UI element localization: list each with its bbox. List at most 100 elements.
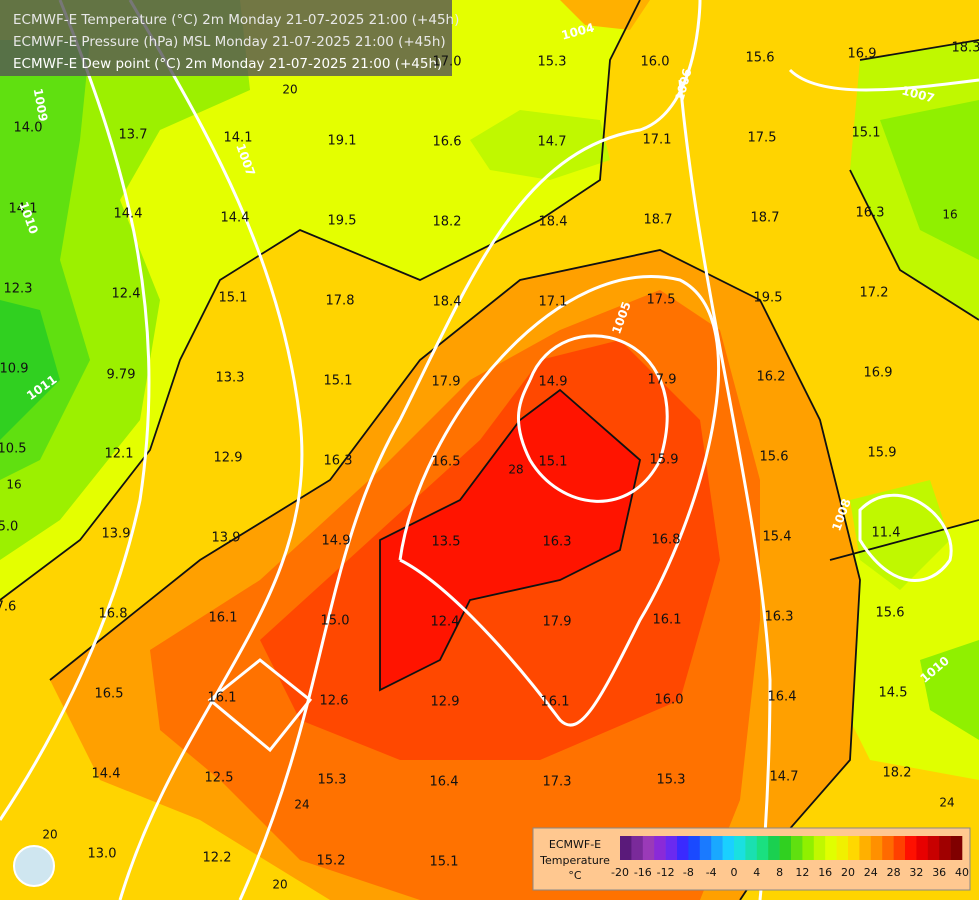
dew-point-label: 12.2: [203, 851, 232, 866]
dew-point-label: 16.3: [324, 454, 353, 469]
dew-point-label: 17.2: [860, 286, 889, 301]
header-line: ECMWF-E Pressure (hPa) MSL Monday 21-07-…: [13, 34, 446, 50]
dew-point-label: 15.9: [650, 453, 679, 468]
dew-point-label: 15.3: [657, 773, 686, 788]
dew-point-label: 17.1: [539, 295, 568, 310]
dew-point-label: 12.4: [431, 615, 460, 630]
dew-point-label: 12.9: [431, 695, 460, 710]
color-swatch: [642, 836, 655, 860]
color-swatch: [848, 836, 860, 860]
color-swatch: [699, 836, 712, 860]
color-swatch: [950, 836, 963, 860]
field: [380, 390, 640, 690]
logo: [13, 845, 55, 887]
dew-point-label: 13.9: [212, 531, 241, 546]
field: [880, 100, 979, 260]
isotherm-label: 20: [272, 878, 287, 892]
dew-point-label: 15.6: [760, 450, 789, 465]
dew-point-label: 15.3: [538, 55, 567, 70]
legend-tick-label: 24: [864, 866, 878, 879]
dew-point-label: 12.3: [4, 282, 33, 297]
legend-title: ECMWF-E: [549, 838, 601, 851]
dew-point-label: 15.6: [876, 606, 905, 621]
dew-point-label: 18.7: [751, 211, 780, 226]
color-swatch: [893, 836, 906, 860]
dew-point-label: 9.79: [107, 368, 136, 383]
dew-point-label: 18.4: [433, 295, 462, 310]
color-swatch: [677, 836, 689, 860]
dew-point-label: 18.7: [644, 213, 673, 228]
header-box: [0, 0, 452, 76]
dew-point-label: 15.9: [868, 446, 897, 461]
isotherm-label: 24: [294, 798, 309, 812]
dew-point-label: 16.5: [432, 455, 461, 470]
legend-tick-label: 4: [753, 866, 760, 879]
color-swatch: [870, 836, 883, 860]
dew-point-label: 15.3: [318, 773, 347, 788]
legend-tick-label: -12: [657, 866, 675, 879]
dew-point-label: 17.5: [748, 131, 777, 146]
dew-point-label: 7.6: [0, 600, 16, 615]
dew-point-label: 18.3: [952, 41, 979, 56]
legend-tick-label: 32: [909, 866, 923, 879]
color-swatch: [825, 836, 837, 860]
field: [0, 300, 60, 440]
dew-point-label: 14.7: [770, 770, 799, 785]
legend-unit: °C: [568, 869, 582, 882]
dew-point-label: 14.4: [221, 211, 250, 226]
color-swatch: [768, 836, 780, 860]
legend-tick-label: 16: [818, 866, 832, 879]
dew-point-label: 14.1: [9, 202, 38, 217]
legend-tick-label: -20: [611, 866, 629, 879]
dew-point-label: 17.9: [648, 373, 677, 388]
color-swatch: [756, 836, 769, 860]
legend-tick-label: -16: [634, 866, 652, 879]
color-swatch: [665, 836, 678, 860]
dew-point-label: 12.5: [205, 771, 234, 786]
dew-point-label: 14.9: [539, 375, 568, 390]
legend-tick-label: 0: [731, 866, 738, 879]
dew-point-label: 16.1: [541, 695, 570, 710]
dew-point-label: 19.5: [754, 291, 783, 306]
dew-point-label: 16.5: [95, 687, 124, 702]
dew-point-label: 15.2: [317, 854, 346, 869]
field: [560, 0, 650, 30]
dew-point-label: 5.0: [0, 520, 18, 535]
dew-point-label: 10.9: [0, 362, 28, 377]
color-swatch: [927, 836, 940, 860]
dew-point-label: 10.5: [0, 442, 26, 457]
color-swatch: [688, 836, 701, 860]
color-swatch: [882, 836, 894, 860]
dew-point-label: 17.3: [543, 775, 572, 790]
dew-point-label: 18.2: [883, 766, 912, 781]
dew-point-label: 16.8: [99, 607, 128, 622]
legend-tick-label: 28: [887, 866, 901, 879]
dew-point-label: 13.3: [216, 371, 245, 386]
dew-point-label: 16.3: [543, 535, 572, 550]
dew-point-label: 17.9: [432, 375, 461, 390]
dew-point-label: 16.4: [430, 775, 459, 790]
dew-point-label: 14.4: [92, 767, 121, 782]
dew-point-label: 17.8: [326, 294, 355, 309]
field: [920, 640, 979, 740]
color-swatch: [802, 836, 815, 860]
dew-point-label: 16.3: [856, 206, 885, 221]
dew-point-label: 15.0: [321, 614, 350, 629]
dew-point-label: 15.1: [539, 455, 568, 470]
legend-tick-label: 40: [955, 866, 969, 879]
isotherm-label: 24: [939, 796, 954, 810]
color-swatch: [620, 836, 632, 860]
dew-point-label: 13.9: [102, 527, 131, 542]
dew-point-label: 12.1: [105, 447, 134, 462]
header-line: ECMWF-E Dew point (°C) 2m Monday 21-07-2…: [13, 56, 442, 72]
color-swatch: [939, 836, 951, 860]
isotherm-label: 16: [942, 208, 957, 222]
color-swatch: [905, 836, 917, 860]
dew-point-label: 16.1: [653, 613, 682, 628]
dew-point-label: 16.9: [848, 47, 877, 62]
dew-point-label: 12.9: [214, 451, 243, 466]
legend-tick-label: -8: [683, 866, 694, 879]
isotherm-label: 28: [508, 463, 523, 477]
